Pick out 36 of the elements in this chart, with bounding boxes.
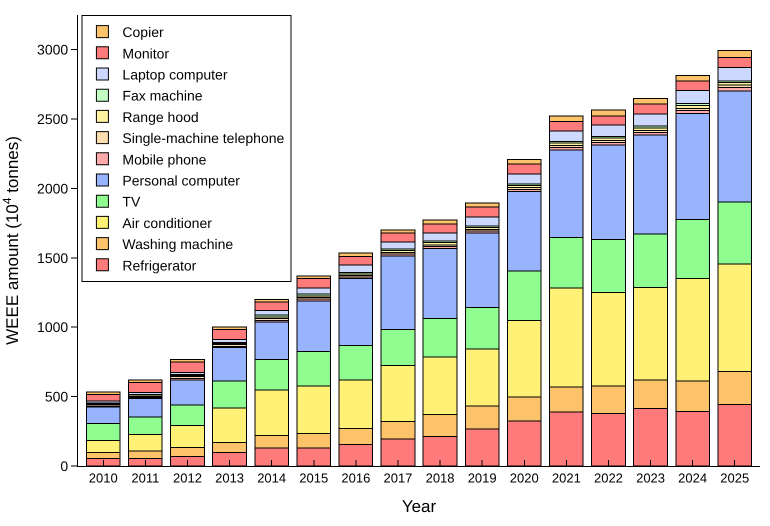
x-tick-label: 2010: [88, 470, 118, 486]
legend-label: Mobile phone: [122, 151, 207, 168]
legend-label: Refrigerator: [122, 257, 197, 274]
x-tick-label: 2018: [426, 470, 455, 486]
x-tick-label: 2025: [720, 470, 750, 486]
legend-label: Fax machine: [122, 88, 203, 104]
x-tick-label: 2024: [678, 470, 708, 486]
legend-label: Washing machine: [122, 236, 234, 252]
x-tick-label: 2014: [257, 470, 286, 486]
y-tick-label: 2000: [37, 180, 68, 196]
legend-label: Single-machine telephone: [122, 130, 285, 146]
x-tick-label: 2013: [215, 470, 244, 486]
y-tick-label: 0: [60, 458, 68, 474]
y-tick-label: 500: [44, 388, 68, 405]
y-tick-label: 1500: [37, 250, 68, 266]
x-tick-label: 2019: [468, 470, 497, 486]
x-tick-label: 2021: [552, 470, 581, 486]
y-tick-label: 2500: [37, 110, 68, 127]
x-tick-label: 2012: [173, 470, 202, 486]
x-axis-title: Year: [402, 497, 437, 516]
y-tick-label: 3000: [37, 42, 68, 58]
legend-label: Monitor: [122, 45, 170, 62]
legend-label: Air conditioner: [122, 214, 212, 231]
legend-label: Copier: [122, 24, 164, 40]
legend-label: Personal computer: [122, 172, 240, 188]
x-tick-label: 2017: [383, 470, 412, 486]
x-tick-label: 2022: [594, 470, 623, 486]
x-tick-label: 2011: [131, 470, 160, 486]
x-tick-label: 2020: [510, 470, 539, 486]
legend-label: Laptop computer: [122, 66, 228, 82]
x-tick-label: 2023: [636, 470, 665, 486]
x-tick-label: 2016: [341, 470, 370, 486]
legend-label: Range hood: [122, 108, 199, 125]
y-tick-label: 1000: [37, 319, 68, 336]
legend-label: TV: [122, 194, 141, 210]
x-tick-label: 2015: [299, 470, 328, 486]
